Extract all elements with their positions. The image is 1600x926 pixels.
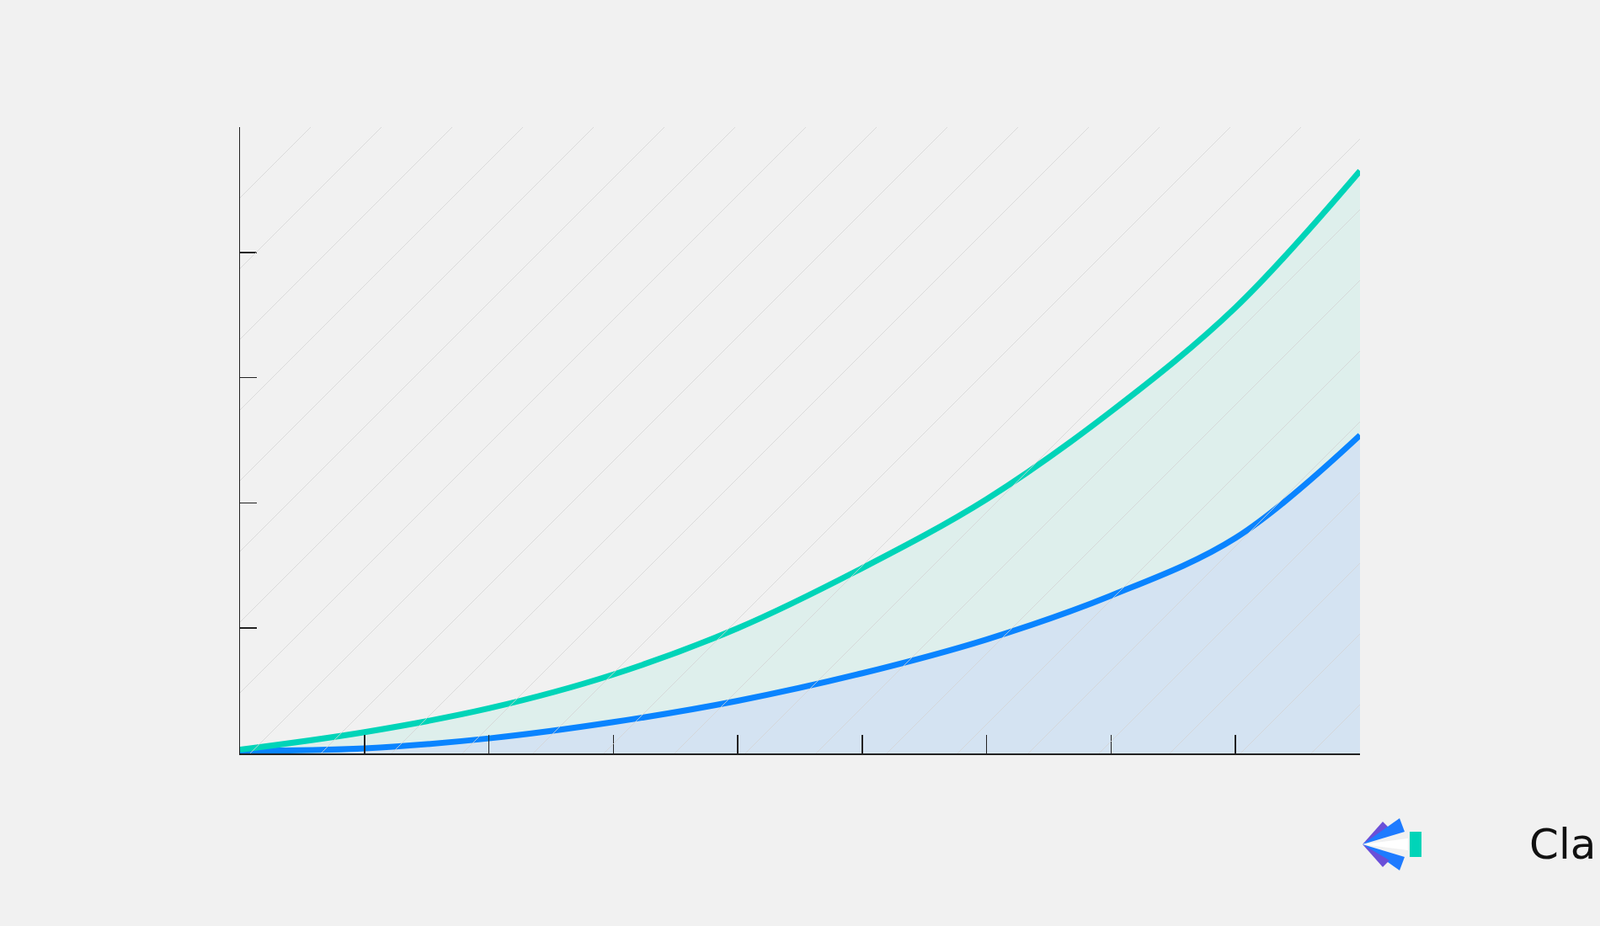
svg-text:Clari: Clari <box>1529 820 1600 870</box>
